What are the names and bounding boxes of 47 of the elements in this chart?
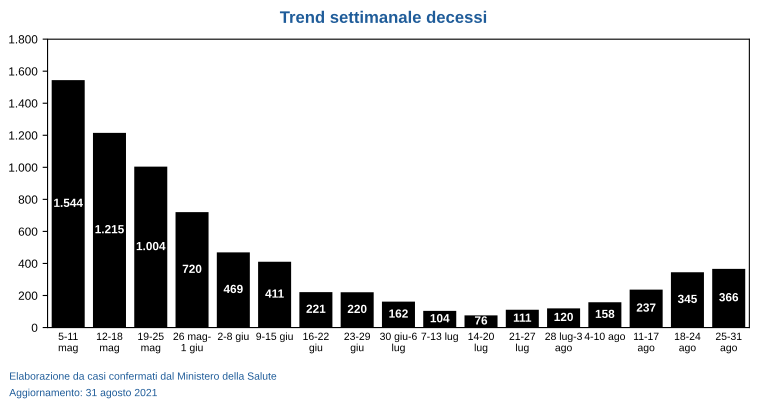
data-label: 111 xyxy=(514,314,532,322)
y-tick-label: 600 xyxy=(18,227,38,236)
data-label: 411 xyxy=(265,290,284,298)
x-tick-label: 4-10 ago xyxy=(584,332,625,342)
data-label: 221 xyxy=(306,304,326,313)
x-tick-label: 30 giu-6 lug xyxy=(380,332,417,354)
x-tick-label: 9-15 giu xyxy=(256,332,293,342)
y-tick-label: 0 xyxy=(32,324,38,332)
data-label: 345 xyxy=(678,294,697,304)
data-label: 237 xyxy=(636,303,656,312)
data-label: 1.544 xyxy=(54,198,83,208)
x-tick-label: 16-22 giu xyxy=(303,332,329,354)
data-label: 76 xyxy=(474,316,488,325)
data-label: 120 xyxy=(554,312,573,322)
x-tick-label: 14-20 lug xyxy=(468,332,494,354)
x-tick-label: 28 lug-3 ago xyxy=(545,332,582,354)
y-tick-label: 1.400 xyxy=(9,99,38,108)
y-tick-label: 1.600 xyxy=(9,67,38,76)
data-label: 1.215 xyxy=(95,225,124,234)
data-label: 158 xyxy=(596,310,614,318)
y-tick-label: 400 xyxy=(18,259,38,268)
data-label: 720 xyxy=(182,264,202,274)
text: Aggiornamento: 31 agosto 2021 xyxy=(9,388,157,398)
x-tick-label: 7-13 lug xyxy=(421,332,458,342)
x-tick-label: 21-27 lug xyxy=(510,332,536,354)
chart-title: Trend settimanale decessi xyxy=(280,10,486,24)
data-label: 104 xyxy=(430,314,450,322)
data-label: 162 xyxy=(389,309,408,318)
y-tick-label: 200 xyxy=(18,292,38,300)
x-tick-label: 11-17 ago xyxy=(634,332,659,354)
y-tick-label: 800 xyxy=(18,195,38,204)
x-tick-label: 12-18 mag xyxy=(96,332,122,354)
data-label: 1.004 xyxy=(136,242,166,250)
x-tick-label: 18-24 ago xyxy=(674,332,700,354)
y-tick-label: 1.200 xyxy=(9,131,38,140)
y-tick-label: 1.800 xyxy=(9,35,38,44)
data-label: 366 xyxy=(719,293,738,302)
x-tick-label: 23-29 giu xyxy=(344,332,370,354)
x-tick-label: 25-31 ago xyxy=(716,332,742,354)
data-label: 220 xyxy=(348,304,367,314)
x-tick-label: 5-11 mag xyxy=(58,332,78,354)
data-label: 469 xyxy=(224,284,243,294)
y-tick-label: 1.000 xyxy=(9,163,38,172)
x-tick-label: 2-8 giu xyxy=(218,332,249,342)
text: Elaborazione da casi confermati dal Ministero della Salute xyxy=(10,372,276,380)
x-tick-label: 19-25 mag xyxy=(138,332,164,354)
x-tick-label: 26 mag- 1 giu xyxy=(173,332,211,354)
